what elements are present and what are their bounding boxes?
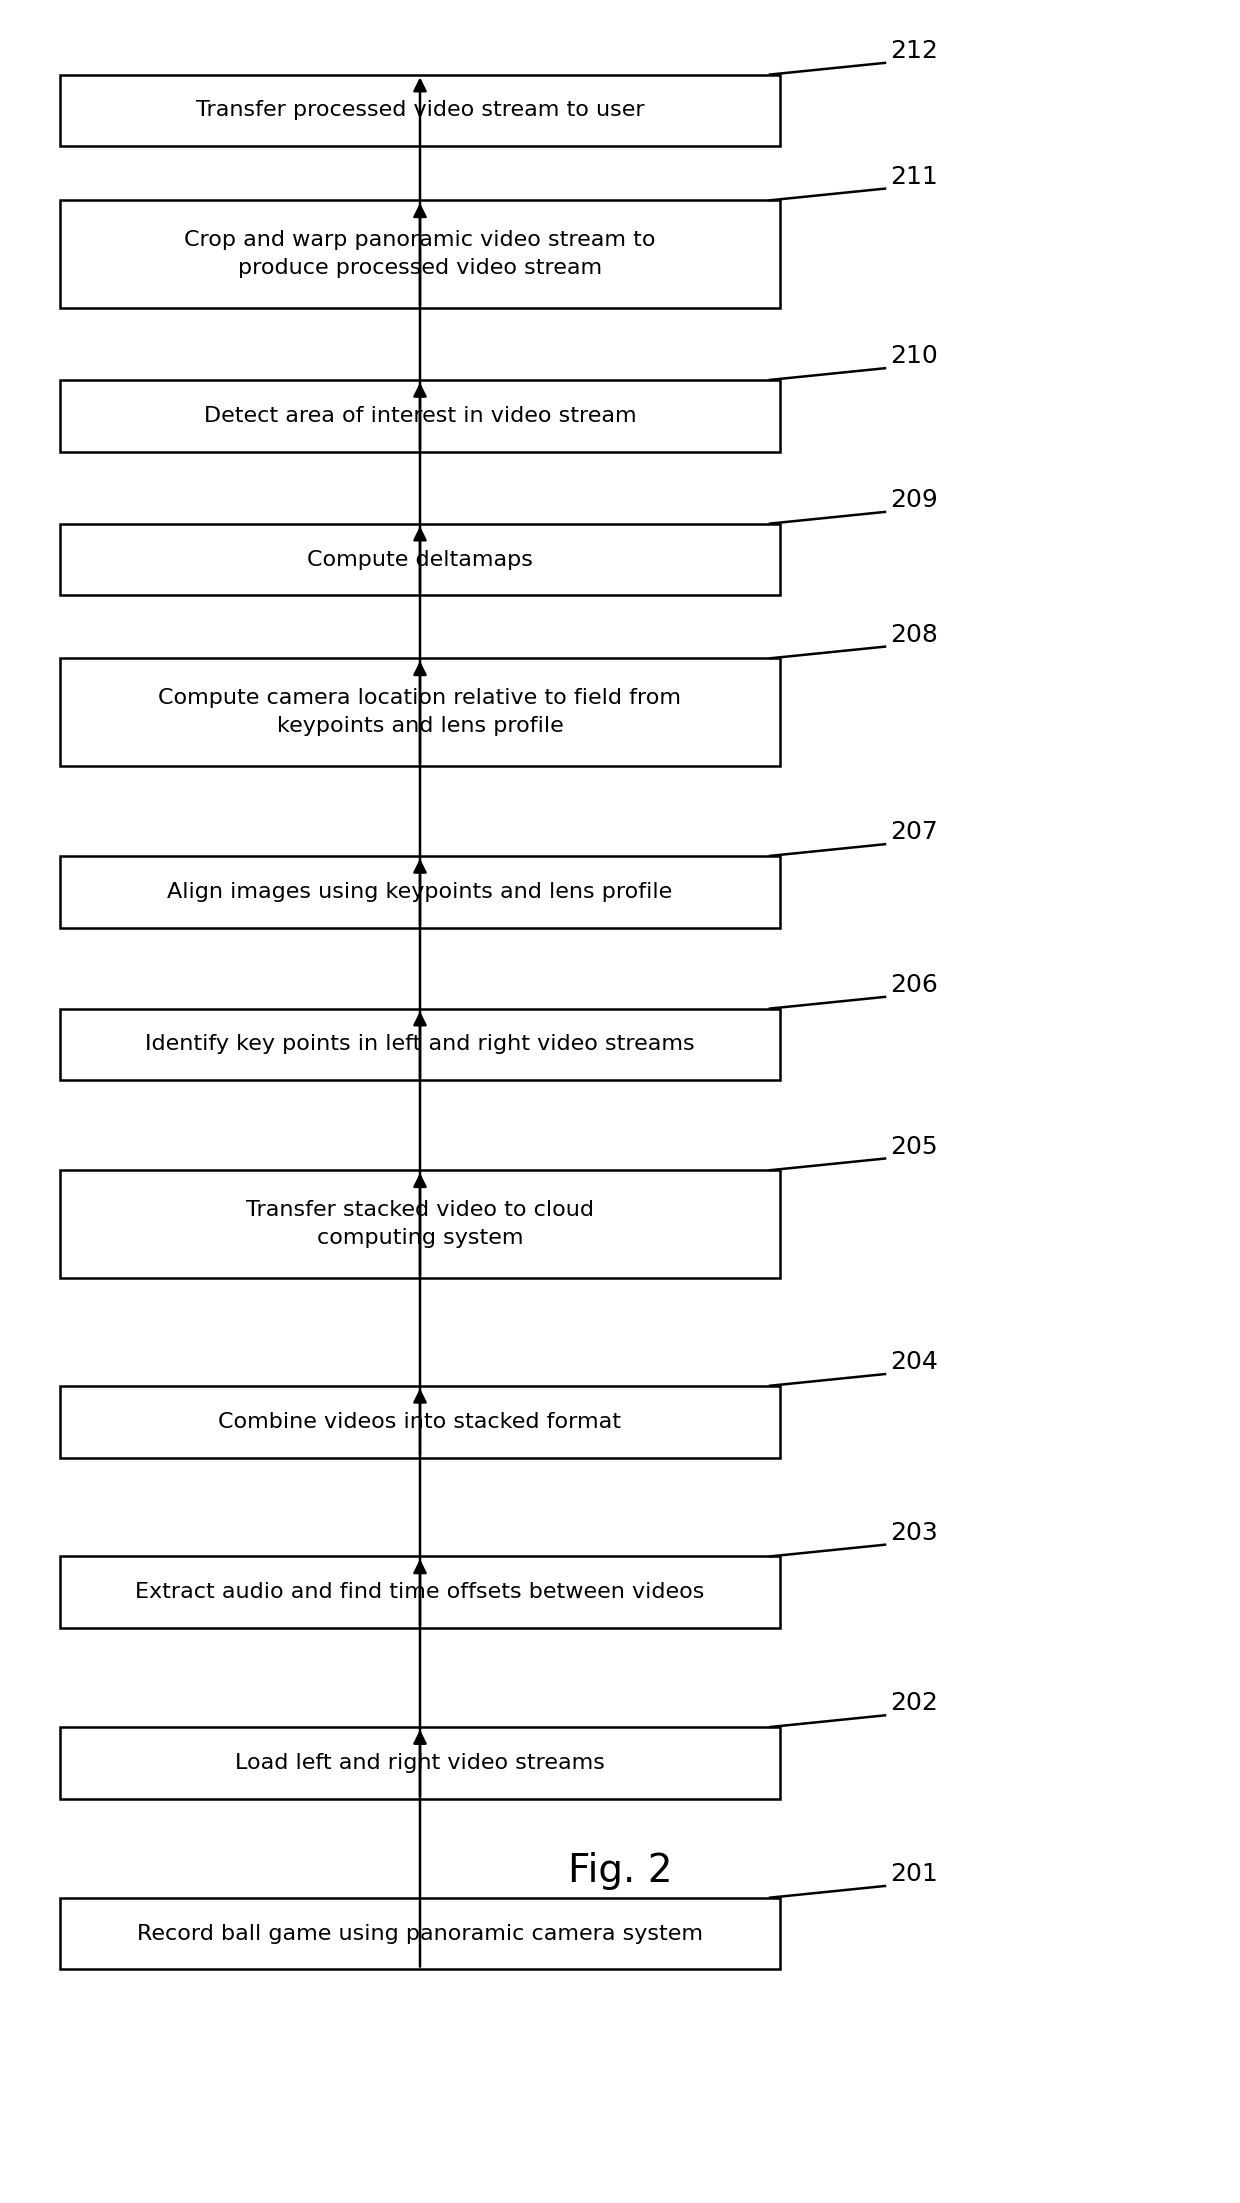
Text: 206: 206 <box>890 974 937 998</box>
Bar <box>60 1009 780 1079</box>
Bar <box>60 1170 780 1278</box>
Text: 211: 211 <box>890 165 937 189</box>
Text: 203: 203 <box>890 1520 937 1544</box>
Text: Detect area of interest in video stream: Detect area of interest in video stream <box>203 405 636 425</box>
Bar <box>60 1386 780 1458</box>
Bar <box>60 659 780 767</box>
Text: Extract audio and find time offsets between videos: Extract audio and find time offsets betw… <box>135 1582 704 1602</box>
Text: Combine videos into stacked format: Combine videos into stacked format <box>218 1412 621 1432</box>
Text: 202: 202 <box>890 1692 937 1716</box>
Bar <box>60 857 780 927</box>
Text: Fig. 2: Fig. 2 <box>568 1853 672 1890</box>
Text: 201: 201 <box>890 1862 937 1886</box>
Bar <box>60 1555 780 1628</box>
Bar <box>60 1727 780 1800</box>
Text: Load left and right video streams: Load left and right video streams <box>236 1754 605 1773</box>
Text: 204: 204 <box>890 1350 937 1375</box>
Text: Identify key points in left and right video streams: Identify key points in left and right vi… <box>145 1035 694 1055</box>
Text: Compute deltamaps: Compute deltamaps <box>308 549 533 571</box>
Text: 209: 209 <box>890 487 937 511</box>
Text: 207: 207 <box>890 820 937 844</box>
Text: 205: 205 <box>890 1135 937 1159</box>
Bar <box>60 379 780 452</box>
Text: 210: 210 <box>890 344 937 368</box>
Bar <box>60 200 780 308</box>
Text: Align images using keypoints and lens profile: Align images using keypoints and lens pr… <box>167 881 672 901</box>
Bar <box>60 75 780 145</box>
Text: 212: 212 <box>890 40 937 64</box>
Text: Record ball game using panoramic camera system: Record ball game using panoramic camera … <box>136 1923 703 1943</box>
Text: Transfer processed video stream to user: Transfer processed video stream to user <box>196 101 645 121</box>
Text: Compute camera location relative to field from
keypoints and lens profile: Compute camera location relative to fiel… <box>159 687 682 736</box>
Text: 208: 208 <box>890 623 937 648</box>
Text: Transfer stacked video to cloud
computing system: Transfer stacked video to cloud computin… <box>246 1201 594 1249</box>
Text: Crop and warp panoramic video stream to
produce processed video stream: Crop and warp panoramic video stream to … <box>185 229 656 278</box>
Bar <box>60 1897 780 1969</box>
Bar <box>60 524 780 595</box>
